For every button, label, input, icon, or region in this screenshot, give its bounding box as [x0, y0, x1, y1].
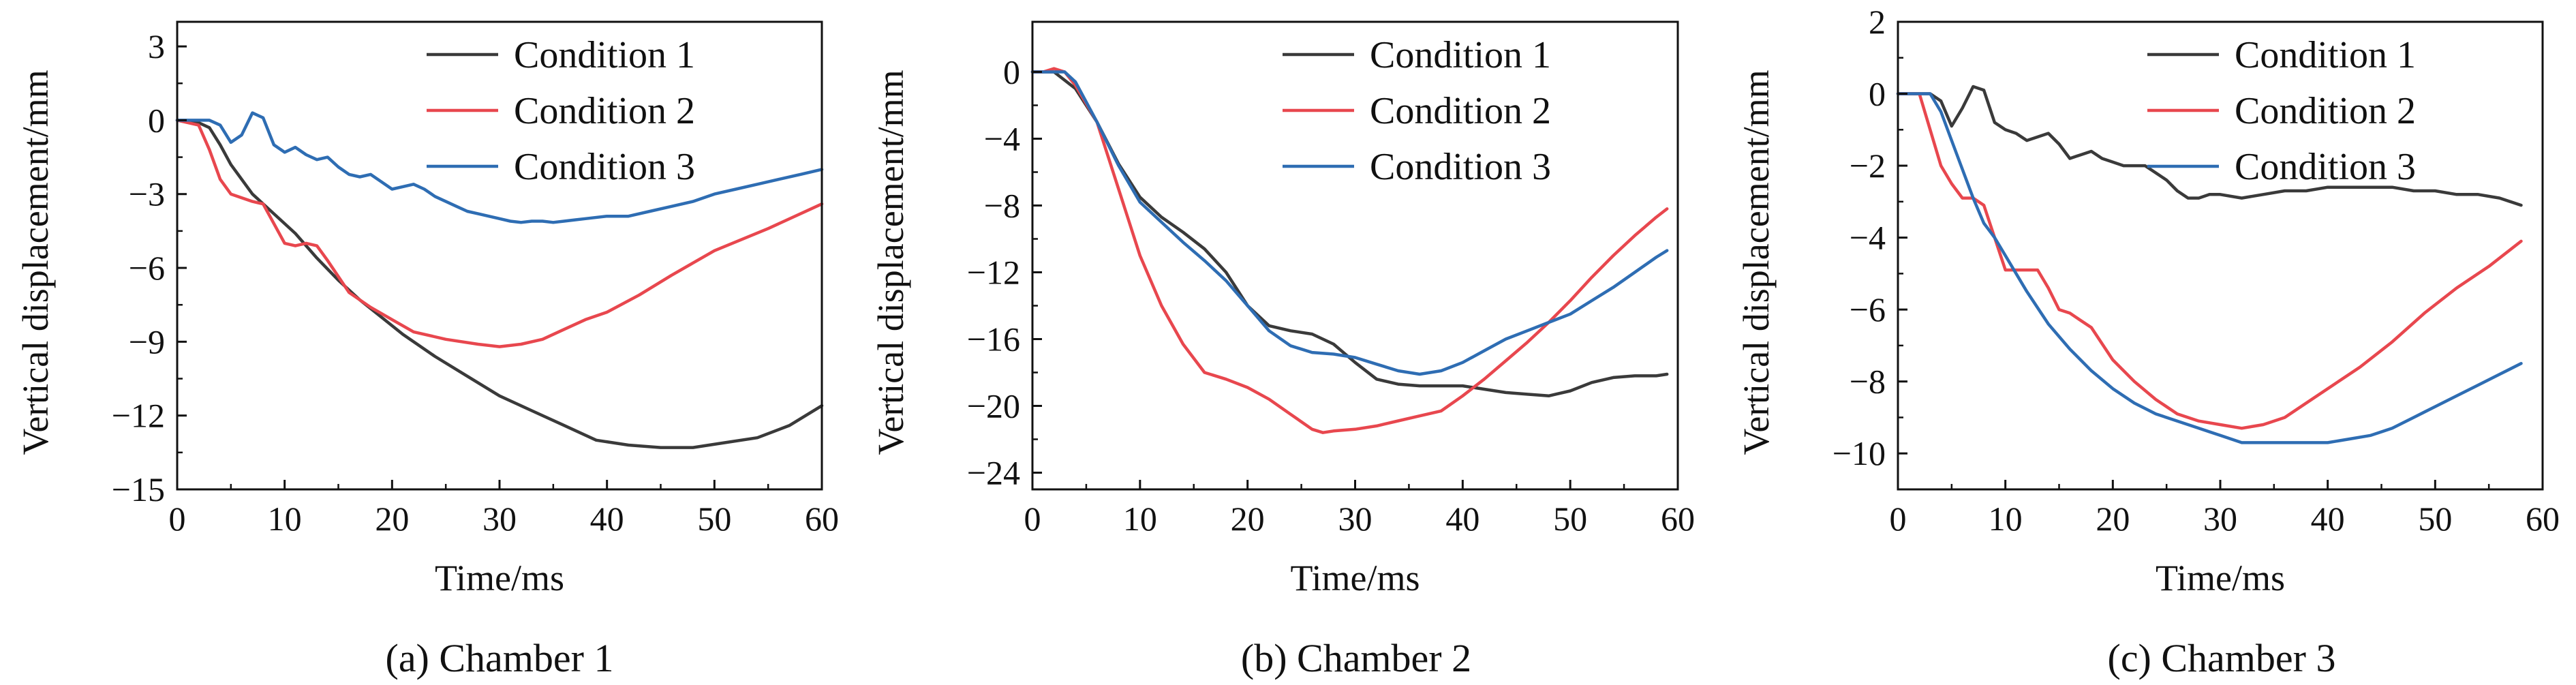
- legend-label-3: Condition 3: [2235, 146, 2416, 188]
- y-axis-label: Vertical displacement/mm: [15, 70, 56, 455]
- panel-caption: (a) Chamber 1: [386, 636, 614, 680]
- y-tick-label: −24: [967, 454, 1020, 492]
- series-line-3: [175, 111, 824, 224]
- chart-panel-chamber-3: 0 10 20 30 40 50 6020−2−4−6−8−10Time/msVertica…: [1736, 3, 2560, 680]
- x-tick-label: 0: [1024, 500, 1041, 538]
- x-tick-label: 60: [1661, 500, 1695, 538]
- legend-label-1: Condition 1: [1370, 34, 1551, 76]
- x-tick-label: 10: [1989, 500, 2023, 538]
- y-tick-label: 0: [1869, 75, 1886, 113]
- x-tick-label: 40: [2311, 500, 2345, 538]
- x-tick-label: 10: [1123, 500, 1157, 538]
- axes-frame: [1031, 20, 1679, 491]
- legend-label-3: Condition 3: [1370, 146, 1551, 188]
- panel-caption: (b) Chamber 2: [1241, 636, 1471, 680]
- y-tick-label: −4: [984, 120, 1020, 158]
- series-line-2: [1896, 92, 2523, 430]
- x-tick-label: 20: [2096, 500, 2130, 538]
- x-tick-label: 20: [375, 500, 409, 538]
- legend-label-2: Condition 2: [2235, 90, 2416, 132]
- y-tick-label: 0: [1003, 53, 1020, 91]
- y-tick-label: 2: [1869, 3, 1886, 41]
- y-tick-label: −6: [129, 249, 165, 287]
- y-tick-label: 0: [148, 101, 165, 139]
- legend-label-3: Condition 3: [514, 146, 695, 188]
- x-tick-label: 10: [268, 500, 302, 538]
- x-tick-label: 30: [2203, 500, 2237, 538]
- x-tick-label: 30: [482, 500, 517, 538]
- x-tick-label: 40: [590, 500, 624, 538]
- axes-frame: [1897, 20, 2544, 491]
- x-tick-label: 50: [697, 500, 731, 538]
- x-tick-label: 60: [805, 500, 839, 538]
- legend-label-1: Condition 1: [2235, 34, 2416, 76]
- y-tick-label: −2: [1850, 147, 1886, 185]
- axes-frame: [176, 20, 823, 491]
- y-tick-label: −12: [967, 254, 1020, 292]
- x-axis-label: Time/ms: [435, 558, 564, 598]
- y-tick-label: −20: [967, 387, 1020, 425]
- series-line-2: [1030, 67, 1669, 434]
- chart-panel-chamber-1: 0 10 20 30 40 50 6030−3−6−9−12−15Time/msVertic…: [15, 20, 839, 680]
- x-tick-label: 0: [1890, 500, 1907, 538]
- series-line-2: [175, 119, 824, 348]
- x-tick-label: 40: [1445, 500, 1479, 538]
- series-line-3: [1896, 92, 2523, 444]
- y-axis-label: Vertical displacement/mm: [870, 70, 911, 455]
- x-tick-label: 0: [169, 500, 186, 538]
- y-tick-label: −8: [984, 187, 1020, 225]
- x-tick-label: 30: [1338, 500, 1373, 538]
- x-tick-label: 60: [2526, 500, 2560, 538]
- y-tick-label: 3: [148, 27, 165, 65]
- series-line-3: [1030, 70, 1669, 376]
- y-tick-label: −10: [1833, 434, 1886, 472]
- y-tick-label: −9: [129, 322, 165, 361]
- y-tick-label: −4: [1850, 219, 1886, 257]
- y-tick-label: −6: [1850, 290, 1886, 329]
- legend-label-1: Condition 1: [514, 34, 695, 76]
- series-line-1: [1030, 70, 1669, 398]
- x-axis-label: Time/ms: [1290, 558, 1420, 598]
- legend-label-2: Condition 2: [514, 90, 695, 132]
- x-tick-label: 50: [2418, 500, 2452, 538]
- x-tick-label: 20: [1231, 500, 1265, 538]
- series-line-1: [1896, 85, 2523, 207]
- y-tick-label: −15: [112, 470, 165, 508]
- y-tick-label: −8: [1850, 363, 1886, 401]
- y-tick-label: −12: [112, 397, 165, 435]
- x-tick-label: 50: [1553, 500, 1587, 538]
- y-axis-label: Vertical displacement/mm: [1736, 70, 1777, 455]
- chart-panel-chamber-2: 0 10 20 30 40 50 60 0 −4 −8 −12 −16 −20 −24 Time/ms Ver…: [870, 20, 1695, 680]
- y-tick-label: −3: [129, 175, 165, 213]
- series-line-1: [175, 119, 824, 449]
- legend-label-2: Condition 2: [1370, 90, 1551, 132]
- y-tick-label: −16: [967, 320, 1020, 359]
- x-axis-label: Time/ms: [2156, 558, 2285, 598]
- panel-caption: (c) Chamber 3: [2108, 636, 2336, 680]
